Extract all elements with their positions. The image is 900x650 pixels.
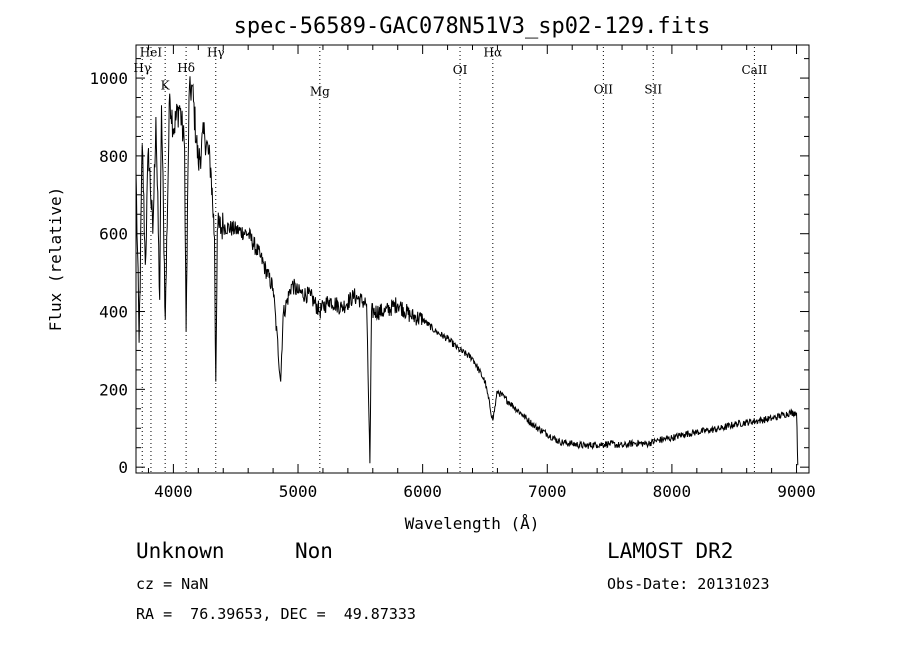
chart-title: spec-56589-GAC078N51V3_sp02-129.fits [234,14,711,39]
spectrum-chart: spec-56589-GAC078N51V3_sp02-129.fits Flu… [46,14,816,533]
y-tick-label: 0 [118,458,128,477]
spectral-line-label: CaII [741,63,767,77]
y-axis-ticks: 0 200 400 600 800 1000 [89,58,809,477]
y-tick-label: 800 [99,147,128,166]
spectral-line-label: K [161,79,171,93]
redshift-cz: cz = NaN [136,575,209,593]
spectral-line-label: OII [594,83,614,97]
x-tick-label: 7000 [528,482,567,501]
plot-area [135,76,799,466]
x-tick-label: 6000 [403,482,442,501]
x-tick-label: 5000 [279,482,318,501]
x-tick-label: 4000 [154,482,193,501]
y-tick-label: 200 [99,380,128,399]
y-tick-label: 1000 [89,69,128,88]
spectral-line-label: SII [644,83,662,97]
object-subclass: Non [295,539,333,563]
coordinates: RA = 76.39653, DEC = 49.87333 [136,605,416,623]
spectral-line-label: Hγ [207,46,225,60]
plot-frame [135,44,810,474]
spectral-line-label: Hγ [133,61,151,75]
spectral-line-label: Hδ [177,61,195,75]
spectral-line-label: Mg [310,85,330,99]
survey-name: LAMOST DR2 [607,539,734,563]
x-axis-ticks: 4000 5000 6000 7000 8000 9000 [147,45,816,501]
x-tick-label: 9000 [777,482,816,501]
spectral-line-label: HeI [140,46,163,60]
spectral-line-label: OI [453,63,468,77]
spectral-line-label: Hα [484,46,503,60]
x-axis-label: Wavelength (Å) [405,514,540,533]
object-class: Unknown [136,539,225,563]
y-tick-label: 600 [99,225,128,244]
y-tick-label: 400 [99,303,128,322]
x-tick-label: 8000 [653,482,692,501]
y-axis-label: Flux (relative) [46,187,65,332]
spectrum-line [135,76,799,466]
observation-date: Obs-Date: 20131023 [607,575,770,593]
